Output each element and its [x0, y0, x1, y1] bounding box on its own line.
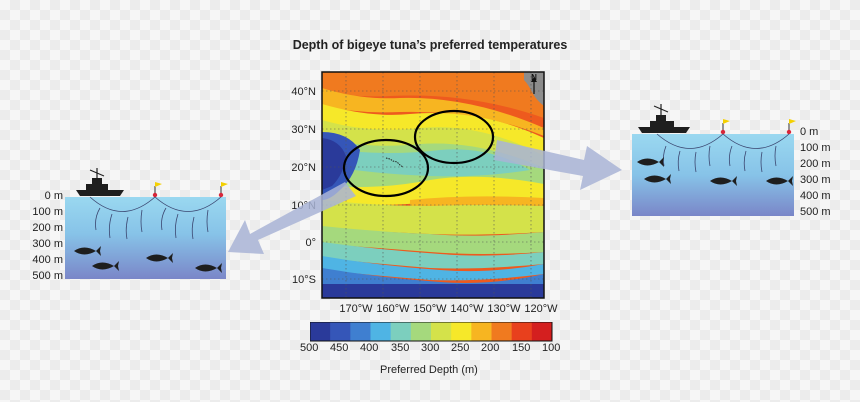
arrow-to-left-panel [228, 182, 356, 254]
north-label: N [531, 73, 537, 82]
buoy-flag-icon [218, 182, 228, 198]
colorbar-swatch [410, 322, 432, 341]
water-column-right [632, 134, 794, 216]
tuna-icon [74, 246, 101, 256]
colorbar-label: 300 [421, 342, 440, 354]
longline [89, 196, 222, 240]
band-teal [340, 149, 530, 177]
lon-label: 120°W [524, 303, 558, 315]
depth-label: 0 m [44, 190, 63, 202]
depth-label: 300 m [32, 238, 63, 250]
tuna-icon [92, 261, 119, 271]
right-longline-scene [632, 104, 796, 216]
lon-label: 160°W [376, 303, 410, 315]
hawaiian-islands [385, 157, 404, 168]
tuna-icon [710, 176, 737, 186]
colorbar-swatch [431, 322, 452, 341]
band-deep-south [322, 284, 544, 298]
lat-label: 20°N [291, 162, 316, 174]
colorbar-swatch [491, 322, 513, 341]
north-arrow-icon [531, 77, 537, 94]
depth-scale-right: 0 m 100 m 200 m 300 m 400 m 500 m [800, 124, 840, 220]
band-greenyellow-south [322, 200, 544, 235]
colorbar-swatch [451, 322, 472, 341]
left-longline-scene [65, 168, 228, 279]
tuna-icon [766, 176, 793, 186]
depth-scale-left: 0 m 100 m 200 m 300 m 400 m 500 m [30, 188, 63, 284]
lat-label: 0° [305, 237, 316, 249]
water-column-left [65, 197, 226, 279]
colorbar-label: 200 [481, 342, 500, 354]
colorbar-swatch [310, 322, 331, 341]
boat-icon [638, 104, 690, 133]
depth-label: 100 m [800, 142, 831, 154]
band-green-south [322, 226, 544, 254]
depth-label: 300 m [800, 174, 831, 186]
depth-label: 200 m [800, 158, 831, 170]
band-teal-south [322, 242, 544, 269]
band-orange [322, 72, 544, 118]
tuna-icon [637, 157, 664, 167]
fishing-area-ellipse-west [342, 138, 430, 198]
colorbar-swatch [350, 322, 371, 341]
arrow-to-right-panel [494, 140, 622, 190]
lon-label: 170°W [339, 303, 373, 315]
figure-title: Depth of bigeye tuna’s preferred tempera… [292, 38, 568, 52]
colorbar-swatch [370, 322, 392, 341]
colorbar-title: Preferred Depth (m) [380, 364, 478, 376]
colorbar-label: 350 [391, 342, 410, 354]
lon-label: 130°W [487, 303, 521, 315]
longline [656, 133, 790, 173]
colorbar-label: 450 [330, 342, 349, 354]
lat-label: 30°N [291, 124, 316, 136]
band-lightblue-south [322, 256, 544, 281]
depth-label: 200 m [32, 222, 63, 234]
depth-label: 500 m [32, 270, 63, 282]
tuna-icon [644, 174, 671, 184]
tuna-icon [195, 263, 222, 273]
buoy-flag-icon [786, 119, 796, 135]
colorbar-swatch [471, 322, 492, 341]
lat-label: 10°S [292, 274, 316, 286]
buoy-flag-icon [152, 182, 162, 198]
fishing-area-ellipse-east [413, 109, 495, 165]
colorbar-label: 400 [360, 342, 379, 354]
lat-label: 40°N [291, 86, 316, 98]
heatmap-map: N 40°N 30°N 20°N 10°N 0° 10°S 170°W 160°… [291, 71, 558, 315]
depth-label: 0 m [800, 126, 819, 138]
colorbar-swatch [511, 322, 533, 341]
depth-label: 500 m [800, 206, 831, 218]
colorbar-label: 100 [542, 342, 561, 354]
colorbar [310, 322, 553, 342]
colorbar-label: 250 [451, 342, 470, 354]
lon-label: 150°W [413, 303, 447, 315]
lon-label: 140°W [450, 303, 484, 315]
colorbar-swatch [531, 322, 553, 341]
depth-label: 100 m [32, 206, 63, 218]
depth-label: 400 m [32, 254, 63, 266]
band-amber [322, 88, 544, 136]
west-blue-inner [322, 138, 346, 190]
colorbar-swatch [390, 322, 412, 341]
colorbar-swatch [330, 322, 351, 341]
colorbar-label: 150 [512, 342, 531, 354]
tuna-icon [146, 253, 173, 263]
depth-label: 400 m [800, 190, 831, 202]
colorbar-label: 500 [300, 342, 319, 354]
colorbar-frame [310, 322, 553, 342]
boat-icon [76, 168, 124, 196]
map-frame [321, 71, 545, 299]
buoy-flag-icon [720, 119, 730, 135]
